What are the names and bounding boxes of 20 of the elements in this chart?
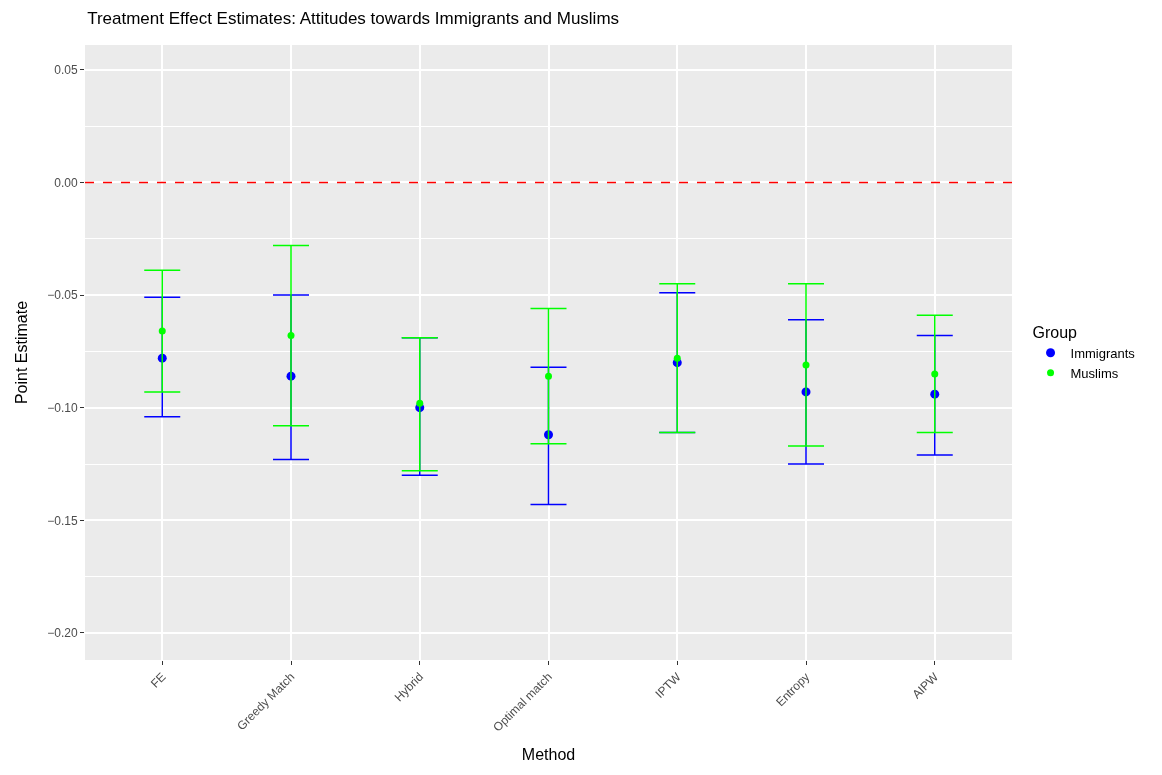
point xyxy=(416,399,424,407)
point xyxy=(158,327,166,335)
y-tick-label: −0.15 xyxy=(47,513,78,528)
x-axis-title: Method xyxy=(521,746,576,764)
point xyxy=(673,354,681,362)
legend-title: Group xyxy=(1032,323,1078,341)
point xyxy=(802,361,810,369)
point xyxy=(545,372,552,380)
legend-label: Muslims xyxy=(1070,365,1119,381)
y-tick-label: −0.05 xyxy=(47,288,78,303)
point xyxy=(931,370,939,378)
y-tick-label: −0.20 xyxy=(47,626,78,641)
legend-label: Immigrants xyxy=(1070,345,1136,361)
point xyxy=(287,332,295,340)
y-axis-title: Point Estimate xyxy=(13,300,31,405)
x-tick-label: FE xyxy=(147,669,169,691)
y-tick-label: −0.10 xyxy=(47,400,78,415)
y-tick-label: 0.00 xyxy=(54,175,78,190)
chart-title: Treatment Effect Estimates: Attitudes towards Immigrants and Muslims xyxy=(87,8,620,28)
y-tick-label: 0.05 xyxy=(54,62,78,77)
